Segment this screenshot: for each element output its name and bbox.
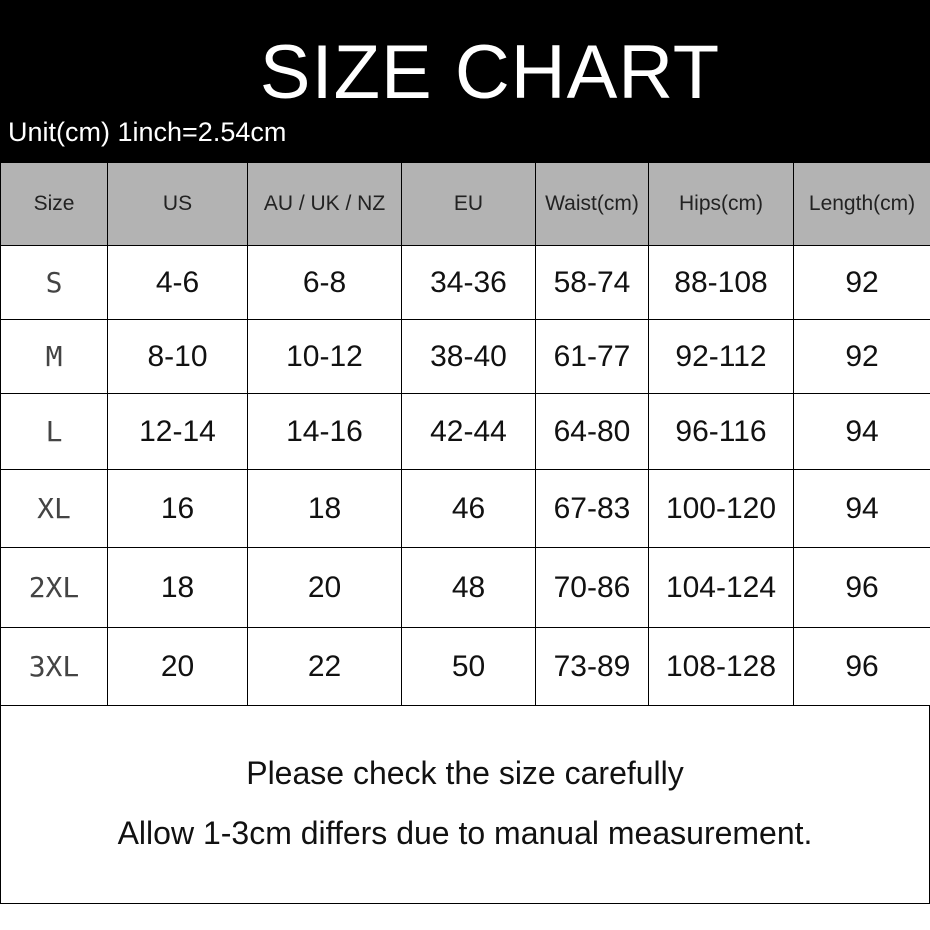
table-cell: 46 — [401, 469, 536, 548]
table-cell: 20 — [247, 547, 402, 628]
table-row: M 8-10 10-12 38-40 61-77 92-112 92 — [0, 319, 930, 394]
table-cell: 18 — [107, 547, 248, 628]
title-banner: SIZE CHART Unit(cm) 1inch=2.54cm — [0, 0, 930, 162]
table-row: 2XL 18 20 48 70-86 104-124 96 — [0, 547, 930, 628]
column-header: Hips(cm) — [648, 162, 794, 246]
table-cell: 38-40 — [401, 319, 536, 394]
table-cell: 12-14 — [107, 393, 248, 470]
column-header: EU — [401, 162, 536, 246]
table-cell: 58-74 — [535, 245, 649, 320]
table-cell: 73-89 — [535, 627, 649, 706]
table-cell: 10-12 — [247, 319, 402, 394]
table-cell: 108-128 — [648, 627, 794, 706]
table-cell: 88-108 — [648, 245, 794, 320]
size-label: 2XL — [0, 547, 108, 628]
table-cell: 4-6 — [107, 245, 248, 320]
table-cell: 96 — [793, 627, 930, 706]
table-cell: 92 — [793, 319, 930, 394]
size-label: 3XL — [0, 627, 108, 706]
notice-box: Please check the size carefully Allow 1-… — [0, 705, 930, 904]
table-cell: 20 — [107, 627, 248, 706]
table-cell: 18 — [247, 469, 402, 548]
table-cell: 50 — [401, 627, 536, 706]
table-cell: 92-112 — [648, 319, 794, 394]
table-cell: 104-124 — [648, 547, 794, 628]
table-cell: 48 — [401, 547, 536, 628]
size-table: Size US AU / UK / NZ EU Waist(cm) Hips(cm) Len… — [0, 162, 930, 706]
column-header: US — [107, 162, 248, 246]
size-label: M — [0, 319, 108, 394]
table-cell: 92 — [793, 245, 930, 320]
table-cell: 22 — [247, 627, 402, 706]
table-cell: 96-116 — [648, 393, 794, 470]
page-title: SIZE CHART — [259, 30, 721, 115]
column-header: Waist(cm) — [535, 162, 649, 246]
table-cell: 94 — [793, 469, 930, 548]
table-cell: 96 — [793, 547, 930, 628]
table-cell: 94 — [793, 393, 930, 470]
column-header: AU / UK / NZ — [247, 162, 402, 246]
table-row: XL 16 18 46 67-83 100-120 94 — [0, 469, 930, 548]
table-header-row: Size US AU / UK / NZ EU Waist(cm) Hips(cm) Len… — [0, 162, 930, 246]
table-cell: 61-77 — [535, 319, 649, 394]
notice-line-2: Allow 1-3cm differs due to manual measur… — [117, 815, 813, 851]
table-cell: 70-86 — [535, 547, 649, 628]
table-cell: 6-8 — [247, 245, 402, 320]
size-label: XL — [0, 469, 108, 548]
table-row: S 4-6 6-8 34-36 58-74 88-108 92 — [0, 245, 930, 320]
column-header: Length(cm) — [793, 162, 930, 246]
notice-line-1: Please check the size carefully — [246, 755, 684, 791]
size-label: L — [0, 393, 108, 470]
table-cell: 34-36 — [401, 245, 536, 320]
table-row: L 12-14 14-16 42-44 64-80 96-116 94 — [0, 393, 930, 470]
column-header: Size — [0, 162, 108, 246]
table-cell: 64-80 — [535, 393, 649, 470]
table-cell: 42-44 — [401, 393, 536, 470]
table-row: 3XL 20 22 50 73-89 108-128 96 — [0, 627, 930, 706]
table-cell: 67-83 — [535, 469, 649, 548]
table-cell: 8-10 — [107, 319, 248, 394]
table-cell: 16 — [107, 469, 248, 548]
size-label: S — [0, 245, 108, 320]
unit-note: Unit(cm) 1inch=2.54cm — [8, 117, 287, 147]
table-cell: 14-16 — [247, 393, 402, 470]
table-cell: 100-120 — [648, 469, 794, 548]
